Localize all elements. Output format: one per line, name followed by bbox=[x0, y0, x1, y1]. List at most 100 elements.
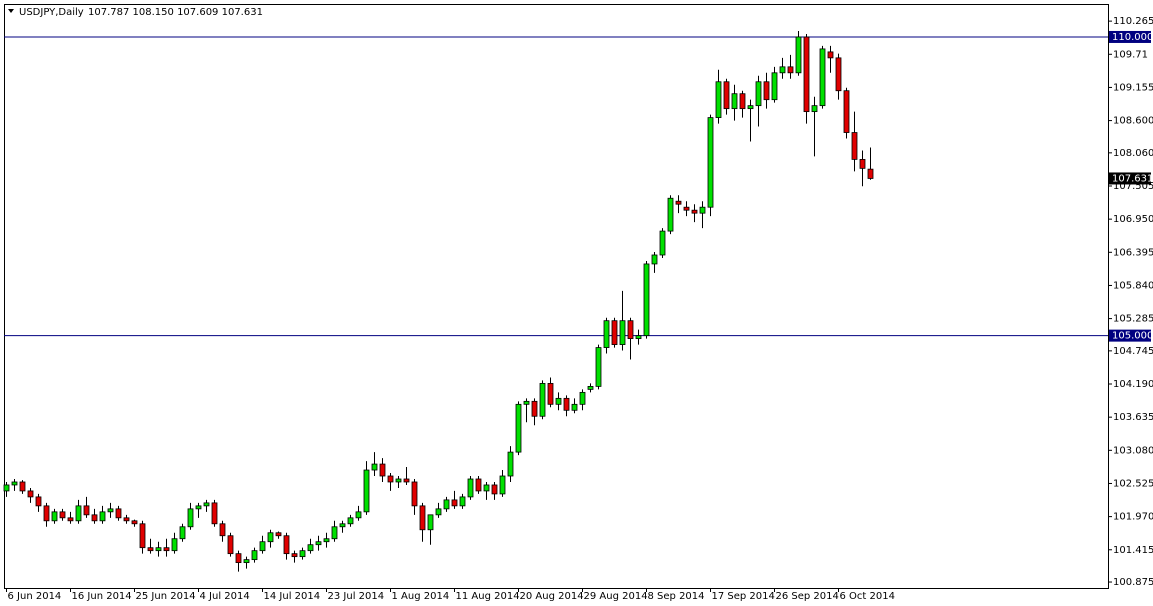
x-tick-label: 23 Jul 2014 bbox=[328, 591, 385, 602]
candle-body bbox=[315, 541, 322, 546]
candle-body bbox=[3, 484, 10, 492]
level-label-box bbox=[1109, 30, 1151, 43]
x-tick-label: 29 Aug 2014 bbox=[584, 591, 648, 602]
x-tick-label: 14 Jul 2014 bbox=[264, 591, 321, 602]
candle-body bbox=[491, 484, 498, 495]
candle-body bbox=[691, 209, 698, 214]
candle-body bbox=[19, 481, 26, 492]
candle-body bbox=[211, 502, 218, 525]
x-tick-label: 16 Jun 2014 bbox=[72, 591, 132, 602]
candle-body bbox=[355, 511, 362, 519]
candle-body bbox=[227, 535, 234, 555]
candle-body bbox=[827, 51, 834, 59]
candle-body bbox=[275, 532, 282, 537]
level-label-box bbox=[1109, 329, 1151, 342]
candle-body bbox=[203, 502, 210, 507]
candle-body bbox=[323, 538, 330, 543]
y-tick-label: 109.155 bbox=[1113, 82, 1153, 93]
candle-body bbox=[379, 463, 386, 477]
candle-body bbox=[387, 475, 394, 483]
candle-body bbox=[707, 117, 714, 208]
candle-body bbox=[299, 550, 306, 558]
candle-body bbox=[651, 254, 658, 265]
candle-body bbox=[107, 508, 114, 513]
candle-body bbox=[363, 469, 370, 513]
level-label: 105.000 bbox=[1112, 331, 1153, 342]
candle-body bbox=[467, 478, 474, 498]
candle-body bbox=[715, 81, 722, 118]
candle-body bbox=[51, 511, 58, 522]
x-tick-label: 6 Oct 2014 bbox=[840, 591, 895, 602]
candle-body bbox=[155, 547, 162, 552]
y-tick-label: 105.285 bbox=[1113, 314, 1153, 325]
x-tick-label: 26 Sep 2014 bbox=[776, 591, 839, 602]
y-tick-label: 109.71 bbox=[1113, 49, 1148, 60]
candle-body bbox=[555, 397, 562, 405]
candle-body bbox=[403, 478, 410, 483]
candle-body bbox=[723, 81, 730, 110]
y-tick-label: 102.525 bbox=[1113, 478, 1153, 489]
candle-body bbox=[859, 159, 866, 169]
candle-body bbox=[475, 478, 482, 492]
candle-body bbox=[667, 197, 674, 232]
candle-body bbox=[835, 57, 842, 92]
x-tick-label: 20 Aug 2014 bbox=[520, 591, 584, 602]
last-price-box bbox=[1109, 172, 1151, 185]
candle-body bbox=[499, 475, 506, 495]
y-tick-label: 101.970 bbox=[1113, 512, 1153, 523]
candle-body bbox=[347, 517, 354, 525]
candle-body bbox=[411, 481, 418, 507]
candle-body bbox=[739, 93, 746, 110]
candle-body bbox=[611, 320, 618, 345]
candle-body bbox=[147, 547, 154, 552]
candle-body bbox=[747, 105, 754, 110]
candle-body bbox=[819, 48, 826, 107]
candle-body bbox=[787, 66, 794, 74]
candle-body bbox=[675, 200, 682, 205]
y-tick-label: 106.395 bbox=[1113, 247, 1153, 258]
y-tick-label: 108.600 bbox=[1113, 116, 1153, 127]
candle-body bbox=[371, 463, 378, 471]
y-tick-label: 103.080 bbox=[1113, 445, 1153, 456]
y-tick-label: 100.875 bbox=[1113, 577, 1153, 588]
candle-body bbox=[395, 478, 402, 483]
candle-body bbox=[195, 505, 202, 510]
x-tick-label: 11 Aug 2014 bbox=[456, 591, 520, 602]
candle-body bbox=[59, 511, 66, 519]
x-tick-label: 6 Jun 2014 bbox=[8, 591, 62, 602]
candle-body bbox=[91, 514, 98, 522]
candle-body bbox=[779, 66, 786, 74]
x-tick-label: 17 Sep 2014 bbox=[712, 591, 775, 602]
candle-body bbox=[139, 523, 146, 549]
candle-body bbox=[339, 523, 346, 528]
y-tick-label: 110.265 bbox=[1113, 16, 1153, 27]
candle-body bbox=[803, 36, 810, 113]
candle-body bbox=[67, 517, 74, 522]
candle-body bbox=[251, 550, 258, 561]
candle-body bbox=[595, 347, 602, 387]
candle-body bbox=[179, 526, 186, 540]
candle-body bbox=[331, 526, 338, 540]
menu-arrow[interactable] bbox=[8, 9, 14, 13]
candle-body bbox=[235, 553, 242, 564]
candle-body bbox=[763, 81, 770, 101]
candle-body bbox=[515, 403, 522, 453]
candle-body bbox=[43, 505, 50, 522]
candle-body bbox=[307, 544, 314, 552]
candle-body bbox=[123, 517, 130, 522]
candle-body bbox=[731, 93, 738, 110]
candle-body bbox=[579, 391, 586, 405]
candle-body bbox=[35, 496, 42, 507]
candle-body bbox=[187, 508, 194, 528]
candle-body bbox=[435, 508, 442, 516]
candle-body bbox=[539, 383, 546, 417]
candle-body bbox=[755, 81, 762, 107]
candle-body bbox=[603, 320, 610, 348]
candle-body bbox=[851, 132, 858, 160]
candle-body bbox=[811, 105, 818, 113]
candle-body bbox=[459, 496, 466, 507]
candle-body bbox=[643, 263, 650, 337]
candle-body bbox=[619, 320, 626, 345]
candle-body bbox=[283, 535, 290, 555]
